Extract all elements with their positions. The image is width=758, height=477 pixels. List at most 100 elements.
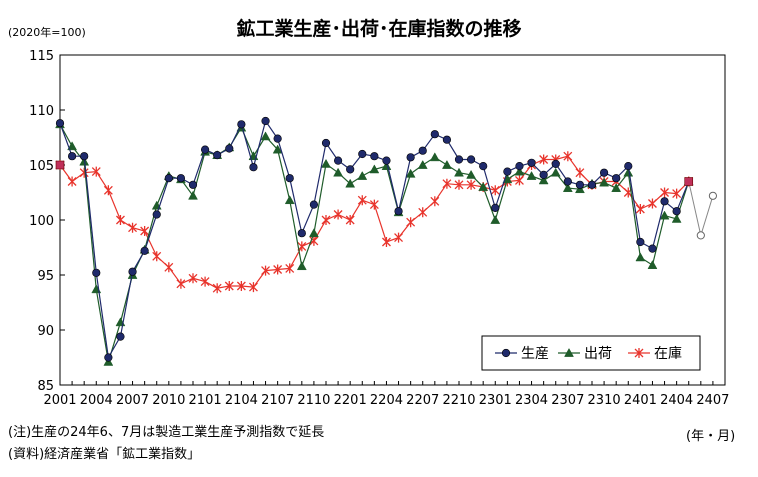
series-生産 [55, 116, 718, 362]
data-point [116, 332, 125, 341]
x-tick-label: 2007 [116, 393, 149, 408]
data-point [273, 264, 283, 275]
note-line-2: (資料)経済産業省「鉱工業指数」 [8, 446, 200, 462]
data-point [466, 155, 476, 164]
data-point [115, 215, 125, 225]
data-point [67, 152, 77, 161]
data-point [285, 174, 294, 183]
data-point [490, 185, 500, 196]
data-point [623, 167, 634, 177]
data-point [466, 169, 477, 179]
data-point [224, 281, 234, 291]
data-point [273, 134, 282, 143]
x-tick-label: 2304 [515, 393, 548, 408]
data-point [103, 185, 113, 196]
data-point [152, 210, 161, 219]
data-point [140, 226, 150, 236]
data-point [417, 159, 428, 169]
data-point [346, 165, 355, 174]
x-tick-label: 2001 [43, 393, 76, 408]
chart-title: 鉱工業生産･出荷･在庫指数の推移 [236, 17, 521, 40]
data-point [672, 188, 682, 199]
data-point [67, 141, 78, 151]
y-unit-label: (2020年=100) [8, 25, 86, 39]
data-point [442, 135, 452, 144]
legend-box [481, 335, 701, 371]
data-point [55, 119, 65, 128]
data-point [333, 167, 344, 177]
x-tick-label: 2204 [370, 393, 403, 408]
data-point [599, 168, 609, 177]
data-point [333, 209, 343, 220]
y-tick-label: 95 [37, 269, 54, 284]
data-point [430, 130, 439, 139]
series-在庫 [55, 151, 694, 294]
data-point [405, 168, 416, 178]
x-tick-label: 2404 [660, 393, 693, 408]
x-tick-label: 2310 [588, 393, 621, 408]
data-point [67, 176, 77, 187]
data-point [648, 244, 657, 253]
data-point [212, 283, 222, 294]
data-point [708, 191, 718, 200]
x-tick-label: 2407 [696, 393, 729, 408]
legend-label: 在庫 [654, 345, 682, 362]
data-point [442, 178, 452, 189]
data-point [599, 177, 610, 187]
data-point [296, 261, 307, 271]
data-point [381, 237, 391, 247]
data-point [454, 155, 464, 164]
x-tick-label: 2307 [551, 393, 584, 408]
x-tick-label: 2101 [189, 393, 222, 408]
x-tick-label: 2301 [479, 393, 512, 408]
data-point [309, 235, 319, 246]
data-point [501, 348, 511, 358]
data-point [261, 265, 271, 276]
x-tick-label: 2010 [152, 393, 185, 408]
data-point [91, 166, 101, 177]
data-point [188, 180, 198, 189]
data-point [612, 174, 621, 183]
data-point [321, 215, 331, 225]
data-point [490, 214, 501, 224]
data-point [575, 180, 585, 189]
data-point [140, 246, 149, 255]
data-point [369, 164, 380, 174]
data-point [514, 175, 524, 186]
data-point [236, 281, 246, 291]
legend: 生産 出荷 在庫 [481, 335, 701, 371]
data-point [660, 187, 670, 198]
x-tick-label: 2401 [624, 393, 657, 408]
highlight-marker [55, 160, 65, 170]
data-point [418, 207, 428, 218]
data-point [261, 116, 270, 126]
data-point [128, 267, 137, 276]
data-point [526, 170, 537, 180]
data-point [562, 183, 573, 192]
data-point [321, 158, 331, 168]
data-point [550, 167, 561, 177]
data-point [345, 178, 356, 188]
x-axis: 2001 2004 2007 2010 2101 2104 2107 2110 2201 2204… [43, 381, 729, 408]
data-point [164, 262, 174, 273]
data-point [611, 183, 622, 192]
x-tick-label: 2110 [297, 393, 330, 408]
data-point [647, 260, 658, 269]
y-tick-label: 115 [29, 49, 54, 64]
data-point [272, 144, 283, 154]
data-point [441, 159, 452, 169]
data-point [539, 154, 549, 165]
data-point [454, 179, 464, 190]
data-point [200, 276, 210, 287]
data-point [237, 120, 246, 129]
data-point [308, 228, 319, 238]
x-tick-label: 2104 [225, 393, 258, 408]
data-point [418, 146, 427, 155]
data-point [104, 353, 113, 362]
data-point [176, 278, 186, 289]
data-point [466, 179, 476, 190]
data-point [636, 237, 645, 247]
data-point [284, 195, 295, 205]
data-point [176, 174, 186, 183]
